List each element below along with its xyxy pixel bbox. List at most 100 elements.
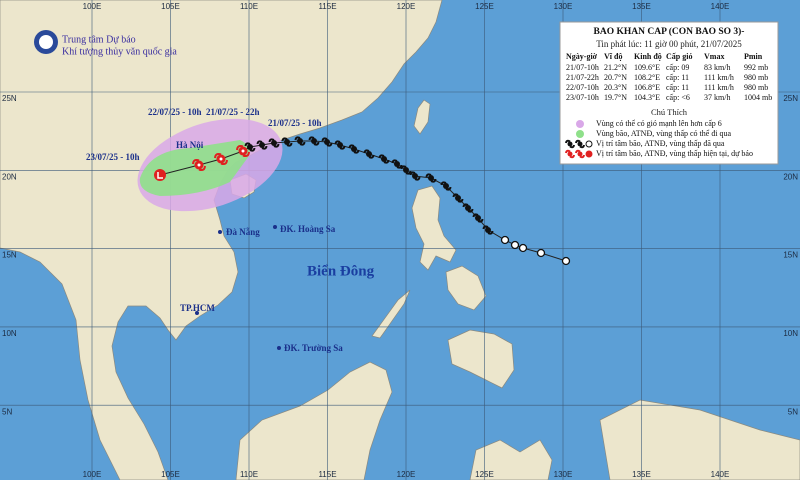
legend-item: Vùng có thể có gió mạnh lên hơn cấp 6: [596, 119, 722, 128]
forecast-cone: [139, 140, 250, 196]
storm-tail: [396, 164, 403, 169]
table-cell: 21/07-22h: [566, 73, 599, 82]
storm-tail: [414, 176, 421, 181]
storm-icon: [412, 173, 418, 179]
table-cell: 20.3°N: [604, 83, 627, 92]
table-cell: 104.3°E: [634, 93, 660, 102]
storm-tail: [400, 165, 407, 170]
past-low: [518, 243, 528, 253]
lat-label: 15N: [783, 251, 798, 260]
storm-tail: [579, 154, 585, 159]
storm-tail: [348, 144, 355, 149]
storm-tail: [482, 225, 489, 230]
table-cell: 980 mb: [744, 83, 768, 92]
storm-tail: [383, 159, 390, 164]
table-cell: cấp: 11: [666, 73, 689, 82]
storm-tail: [391, 159, 398, 164]
lon-label: 105E: [161, 2, 180, 11]
storm-tail: [256, 140, 263, 145]
table-cell: 19.7°N: [604, 93, 627, 102]
legend-item: Vị trí tâm bão, ATNĐ, vùng thấp hiện tại…: [596, 149, 753, 158]
storm-icon: [577, 151, 583, 157]
visayas: [445, 265, 487, 311]
lon-label: 130E: [554, 470, 573, 479]
storm-tail: [192, 158, 200, 165]
table-cell: 21.2°N: [604, 63, 627, 72]
storm-tail: [326, 142, 333, 147]
storm-tail: [425, 173, 432, 178]
storm-tail: [368, 154, 375, 159]
sulawesi-region: [469, 399, 800, 480]
storm-tail: [477, 218, 484, 223]
legend-swatch: [576, 120, 584, 128]
bulletin-content: Ngày-giờ Vĩ độ Kinh độ Cấp gió Vmax Pmin 21/07…: [565, 52, 772, 159]
place-dot: [277, 346, 281, 350]
storm-tail: [313, 141, 320, 146]
table-cell: 111 km/h: [704, 73, 734, 82]
storm-tail: [430, 178, 437, 183]
table-cell: 37 km/h: [704, 93, 730, 102]
storm-tail: [363, 149, 370, 154]
org-line1: Trung tâm Dự báo: [62, 34, 136, 45]
lat-label: 25N: [783, 94, 798, 103]
storm-tail: [268, 138, 275, 143]
column-header: Cấp gió: [666, 52, 692, 61]
storm-tail: [249, 147, 256, 152]
table-cell: 20.7°N: [604, 73, 627, 82]
storm-tail: [462, 203, 469, 208]
lat-label: 5N: [2, 407, 12, 416]
storm-icon: [465, 205, 471, 211]
past-low: [561, 256, 571, 266]
storm-tail: [261, 145, 268, 150]
storm-icon: [351, 146, 357, 152]
table-cell: 106.8°E: [634, 83, 660, 92]
storm-tail: [445, 186, 452, 191]
storm-tail: [457, 198, 464, 203]
legend-swatch: [585, 150, 593, 158]
storm-tail: [409, 171, 416, 176]
taiwan: [413, 99, 431, 135]
lat-label: 15N: [2, 251, 17, 260]
lon-label: 120E: [397, 470, 416, 479]
storm-tail: [353, 149, 360, 154]
storm-tail: [569, 154, 575, 159]
table-cell: 1004 mb: [744, 93, 772, 102]
place-label: ĐK. Trường Sa: [284, 343, 343, 353]
storm-tail: [242, 151, 250, 158]
table-cell: 83 km/h: [704, 63, 730, 72]
luzon: [411, 185, 457, 271]
past-low: [536, 248, 546, 258]
storm-tail: [575, 139, 581, 144]
low-mark: [157, 172, 163, 179]
storm-tail: [339, 145, 346, 150]
storm-tail: [334, 140, 341, 145]
table-cell: cấp: <6: [666, 93, 690, 102]
mindanao: [447, 329, 515, 389]
lat-label: 25N: [2, 94, 17, 103]
bulletin-title: BAO KHAN CAP (CON BAO SO 3)-: [594, 26, 745, 37]
storm-tail: [281, 137, 288, 142]
storm-eye: [241, 149, 245, 153]
lon-label: 135E: [632, 470, 651, 479]
lat-label: 20N: [2, 172, 17, 181]
storm-tail: [244, 142, 251, 147]
lon-label: 140E: [711, 470, 730, 479]
column-header: Vmax: [704, 52, 724, 61]
lon-label: 140E: [711, 2, 730, 11]
table-cell: cấp: 09: [666, 63, 689, 72]
storm-tail: [286, 142, 293, 147]
lon-label: 115E: [318, 2, 336, 11]
storm-tail: [575, 149, 581, 154]
storm-icon: [247, 144, 253, 150]
lat-label: 20N: [783, 172, 798, 181]
storm-icon: [311, 138, 317, 144]
past-low: [510, 240, 520, 250]
storm-icon: [394, 161, 400, 167]
table-cell: 21/07-10h: [566, 63, 599, 72]
storm-icon: [567, 141, 573, 147]
table-cell: 108.2°E: [634, 73, 660, 82]
storm-icon: [485, 227, 491, 233]
lon-label: 120E: [397, 2, 416, 11]
